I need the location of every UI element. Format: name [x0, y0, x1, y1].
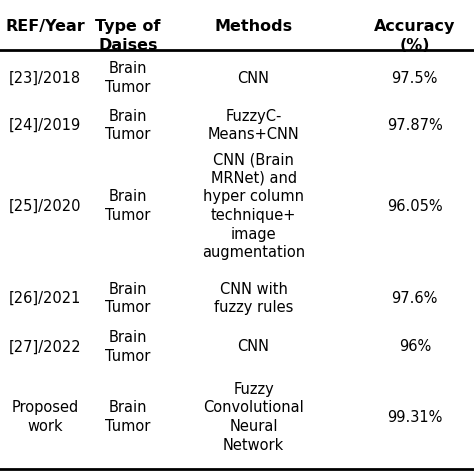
Text: 97.6%: 97.6% [392, 291, 438, 306]
Text: CNN: CNN [237, 71, 270, 86]
Text: Brain
Tumor: Brain Tumor [105, 282, 151, 315]
Text: [26]/2021: [26]/2021 [9, 291, 81, 306]
Text: CNN (Brain
MRNet) and
hyper column
technique+
image
augmentation: CNN (Brain MRNet) and hyper column techn… [202, 152, 305, 260]
Text: CNN: CNN [237, 339, 270, 355]
Text: Brain
Tumor: Brain Tumor [105, 330, 151, 364]
Text: REF/Year: REF/Year [5, 19, 85, 34]
Text: 97.5%: 97.5% [392, 71, 438, 86]
Text: 96.05%: 96.05% [387, 199, 443, 214]
Text: [24]/2019: [24]/2019 [9, 118, 81, 133]
Text: Fuzzy
Convolutional
Neural
Network: Fuzzy Convolutional Neural Network [203, 382, 304, 453]
Text: [25]/2020: [25]/2020 [9, 199, 81, 214]
Text: Brain
Tumor: Brain Tumor [105, 109, 151, 142]
Text: FuzzyC-
Means+CNN: FuzzyC- Means+CNN [208, 109, 300, 142]
Text: 97.87%: 97.87% [387, 118, 443, 133]
Text: 96%: 96% [399, 339, 431, 355]
Text: Brain
Tumor: Brain Tumor [105, 62, 151, 95]
Text: Accuracy
(%): Accuracy (%) [374, 19, 456, 53]
Text: [27]/2022: [27]/2022 [9, 339, 82, 355]
Text: Proposed
work: Proposed work [11, 401, 79, 434]
Text: Brain
Tumor: Brain Tumor [105, 401, 151, 434]
Text: CNN with
fuzzy rules: CNN with fuzzy rules [214, 282, 293, 315]
Text: Methods: Methods [215, 19, 292, 34]
Text: [23]/2018: [23]/2018 [9, 71, 81, 86]
Text: 99.31%: 99.31% [387, 410, 442, 425]
Text: Brain
Tumor: Brain Tumor [105, 190, 151, 223]
Text: Type of
Daises: Type of Daises [95, 19, 161, 53]
